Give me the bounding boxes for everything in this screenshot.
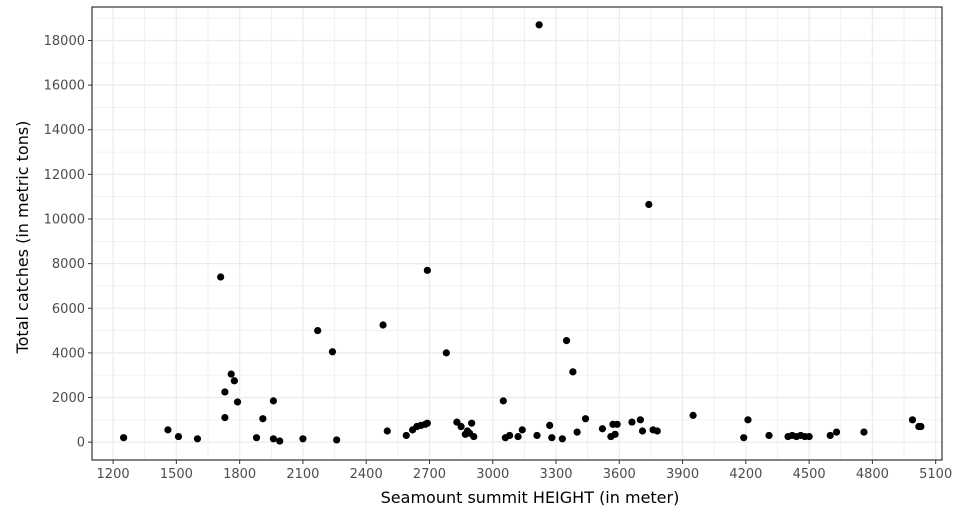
data-point [333,436,341,444]
data-point [689,411,697,419]
x-tick-label: 4500 [793,467,826,482]
x-tick-label: 1800 [223,467,256,482]
y-tick-label: 14000 [44,123,85,138]
x-tick-label: 1200 [97,467,130,482]
y-tick-label: 12000 [44,168,85,183]
data-point [611,430,619,438]
data-point [259,415,267,423]
data-point [805,432,813,441]
x-tick-label: 4800 [856,467,889,482]
x-tick-label: 3300 [539,467,572,482]
x-tick-label: 2700 [413,467,446,482]
data-point [613,420,621,428]
data-point [628,418,636,426]
data-point [233,398,242,406]
data-point [299,435,307,443]
data-point [636,416,644,424]
y-axis-title: Total catches (in metric tons) [13,121,32,355]
data-point [569,368,577,376]
data-point [442,349,450,357]
data-point [221,388,229,396]
y-tick-label: 4000 [52,346,85,361]
x-tick-label: 3000 [476,467,509,482]
y-tick-label: 16000 [44,79,85,94]
data-point [744,416,752,424]
data-point [457,422,465,431]
x-tick-label: 1500 [160,467,193,482]
x-axis-title: Seamount summit HEIGHT (in meter) [381,488,680,507]
data-point [638,427,647,435]
data-point [765,431,773,440]
data-point [120,434,128,442]
data-point [826,431,834,440]
data-point [908,416,917,424]
y-tick-label: 18000 [44,34,85,49]
data-point [423,266,431,274]
data-point [193,435,202,443]
data-point [276,437,284,445]
data-point [269,397,277,405]
data-point [221,414,229,422]
data-point [328,348,337,356]
x-tick-label: 3600 [603,467,636,482]
data-point [581,415,590,423]
data-point [227,370,235,378]
y-axis-ticks: 0 2000 4000 6000 8000 10000 12000 14000 16000 180… [44,34,92,451]
data-point [230,377,238,385]
data-point [402,431,410,440]
x-tick-label: 4200 [729,467,762,482]
y-tick-label: 8000 [52,257,85,272]
data-point [860,428,868,436]
data-point [269,435,277,443]
x-tick-label: 3900 [666,467,699,482]
data-point [379,321,387,329]
data-point [518,426,526,434]
data-point [252,434,261,442]
data-point [573,428,581,436]
data-point [314,326,322,335]
data-points [120,21,925,445]
data-point [468,419,476,427]
data-point [546,421,554,430]
data-point [645,200,653,209]
plot-panel [92,7,942,460]
data-point [535,21,543,29]
data-point [598,425,607,433]
x-tick-label: 2100 [286,467,319,482]
y-tick-label: 10000 [44,212,85,227]
data-point [423,419,431,427]
data-point [506,431,514,440]
data-point [917,422,925,431]
data-point [740,434,748,442]
data-point [470,432,478,441]
data-point [217,273,225,281]
data-point [514,432,522,441]
data-point [383,427,391,435]
data-point [562,337,571,345]
data-point [653,427,661,435]
data-point [558,435,566,443]
plot-background [92,7,942,460]
data-point [548,434,556,442]
plot-border [91,6,943,461]
grid-lines [92,7,942,460]
y-tick-label: 0 [77,436,85,451]
data-point [832,428,841,436]
data-point [164,426,172,434]
y-tick-label: 6000 [52,302,85,317]
data-point [499,397,507,405]
x-axis-ticks: 1200 1500 1800 2100 2400 2700 3000 3300 3600 3900… [97,460,952,482]
x-tick-label: 2400 [350,467,383,482]
y-tick-label: 2000 [52,391,85,406]
data-point [533,431,541,440]
panel-border [91,6,943,461]
data-point [174,432,183,441]
x-tick-label: 5100 [919,467,952,482]
